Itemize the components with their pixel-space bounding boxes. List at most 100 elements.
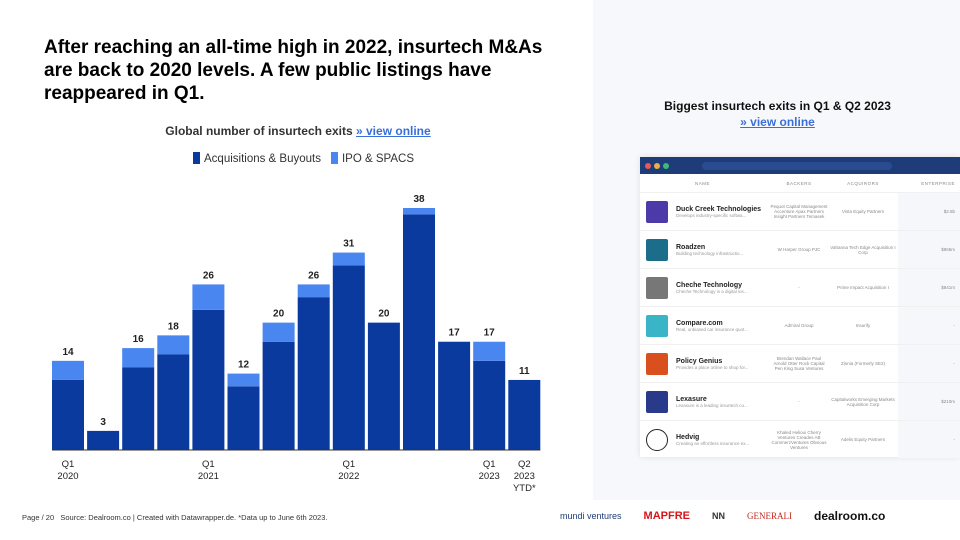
company-desc: Real, unbiased car insurance quot... [676,326,749,332]
company-name[interactable]: Duck Creek Technologies [676,205,762,213]
bar-acquisitions [438,341,471,450]
bar-acquisitions [403,214,435,450]
view-online-link[interactable]: » view online [356,124,431,138]
legend-acquisitions-label: Acquisitions & Buyouts [204,153,321,165]
company-logo-icon [646,314,668,337]
backers: W Harper Group PJC [777,247,821,252]
backers: Pequot Capital Management Accenture Apax… [770,204,828,219]
enterprise-value: $2.6b [898,193,960,230]
right-title: Biggest insurtech exits in Q1 & Q2 2023 »… [640,98,915,130]
company-desc: Develops industry-specific softwa... [676,212,747,218]
mundi-ventures-logo: mundi ventures [560,511,622,521]
mapfre-logo: MAPFRE [643,510,690,522]
table-row: Roadzen Building technology infrastructio… [640,230,960,268]
table-row: Compare.com Real, unbiased car insurance … [640,306,960,344]
bar-ipo [122,348,155,368]
company-name[interactable]: Lexasure [676,395,707,403]
bar-total-label: 20 [378,309,390,320]
bar-ipo [473,341,506,361]
backers: Brendan Wallace Paul Arnold Otter Rock C… [773,356,825,371]
company-name[interactable]: Policy Genius [676,357,723,365]
company-desc: Lexasure is a leading insurtech co... [676,402,748,408]
x-tick-label: Q1 [483,459,496,470]
bar-total-label: 31 [343,239,355,250]
bar-acquisitions [157,354,190,450]
acquirors: Vahanna Tech Edge Acquisition I Corp [830,244,896,255]
bar-ipo [262,322,295,342]
acquirors: Prime Impact Acquisition I [837,285,889,290]
chart-legend: Acquisitions & Buyouts IPO & SPACS [193,152,414,165]
company-name[interactable]: Cheche Technology [676,281,742,289]
chart-title: Global number of insurtech exits » view … [0,124,596,138]
bar-total-label: 12 [238,360,250,371]
company-desc: Cheche Technology is a digital ins... [676,288,748,294]
bar-total-label: 17 [484,328,496,339]
x-tick-label: Q1 [202,459,215,470]
x-tick-label: 2022 [338,471,359,482]
x-tick-label: 2023 [514,471,535,482]
x-tick-label: Q1 [342,459,355,470]
header-name: NAME [695,180,711,186]
bar-ipo [157,335,190,355]
acquirors: Vista Equity Partners [842,209,884,214]
bar-total-label: 17 [449,328,461,339]
legend-ipo-label: IPO & SPACS [341,153,414,165]
exits-title: Biggest insurtech exits in Q1 & Q2 2023 [664,99,891,113]
backers: - [798,399,800,404]
bar-ipo [297,284,330,298]
table-row: Lexasure Lexasure is a leading insurtech … [640,382,960,420]
backers: - [798,285,800,290]
bar-acquisitions [297,297,330,450]
bar-total-label: 3 [100,417,106,428]
bar-acquisitions [122,367,155,450]
legend-ipo: IPO & SPACS [330,152,414,165]
enterprise-value: - [898,421,960,458]
header-backers: BACKERS [786,180,812,186]
bar-total-label: 14 [62,347,74,358]
bar-total-label: 16 [133,334,145,345]
table-row: Policy Genius Provides a place online to … [640,344,960,382]
x-tick-label: 2021 [198,471,219,482]
company-desc: Building technology infrastructio... [676,250,744,256]
x-tick-label: YTD* [513,483,536,494]
bar-ipo [227,373,260,387]
bar-acquisitions [227,386,260,450]
footer-source: Page / 20 Source: Dealroom.co | Created … [22,513,328,522]
company-name[interactable]: Roadzen [676,243,706,251]
chart-title-text: Global number of insurtech exits [165,124,353,138]
legend-acquisitions: Acquisitions & Buyouts [193,152,321,165]
page-title: After reaching an all-time high in 2022,… [44,37,543,104]
enterprise-value: $210m [898,383,960,420]
table-header: NAME BACKERS ACQUIRORS ENTERPRISE [640,174,960,192]
bar-acquisitions [52,379,84,450]
bar-acquisitions [262,341,295,450]
bar-acquisitions [473,360,506,450]
company-desc: Creating an effortless insurance ex... [676,440,750,446]
company-logo-icon [646,390,668,413]
bar-acquisitions [87,430,120,450]
acquirors: Zinnia (Formerly SE2) [840,361,885,366]
backers: Admiral Group [784,323,814,328]
bar-total-label: 11 [519,366,530,377]
company-name[interactable]: Hedvig [676,433,700,441]
company-logo-icon [646,238,668,261]
browser-bar [640,157,960,174]
header-acquirors: ACQUIRORS [847,180,879,186]
backers: Khaled Helioui Cherry Ventures Creades A… [771,429,827,450]
acquirors: Adelis Equity Partners [840,437,886,442]
acquirors: Insurify [855,323,871,328]
bar-total-label: 38 [413,194,425,205]
company-logo-icon [646,352,668,375]
bar-acquisitions [508,379,541,450]
nn-logo: NN [712,511,725,521]
enterprise-value: - [898,345,960,382]
partner-logos: mundi ventures MAPFRE NN GENERALI dealro… [560,509,885,523]
company-name[interactable]: Compare.com [676,319,723,327]
company-logo-icon [646,428,668,451]
exits-view-online-link[interactable]: » view online [740,115,815,129]
header-enterprise: ENTERPRISE [921,180,955,186]
x-tick-label: Q2 [518,459,531,470]
x-tick-label: Q1 [62,459,75,470]
bar-chart: 14Q120203161826Q1202112202631Q1202220381… [52,194,541,494]
enterprise-value: $841m [898,269,960,306]
